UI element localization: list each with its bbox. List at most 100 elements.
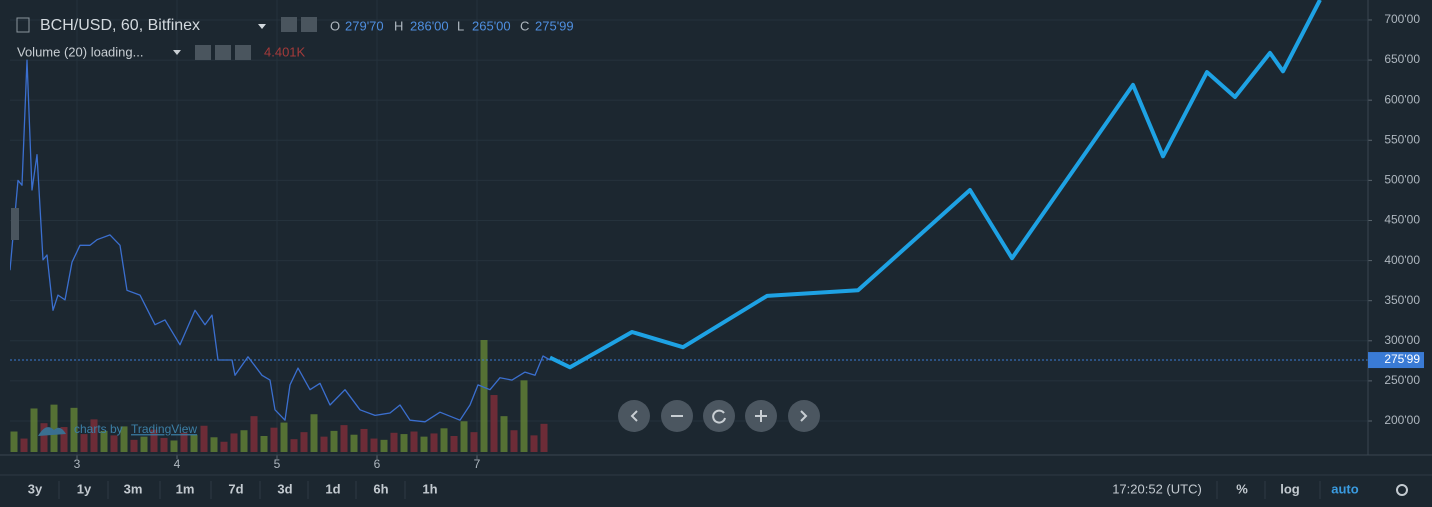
volume-bar xyxy=(220,441,228,452)
volume-label[interactable]: Volume (20) loading... xyxy=(17,44,143,59)
clock: 17:20:52 (UTC) xyxy=(1112,481,1202,496)
volume-bar xyxy=(540,423,548,452)
volume-bar xyxy=(40,423,48,452)
volume-bar xyxy=(490,395,498,452)
current-price-box xyxy=(1368,352,1424,369)
x-tick-label: 5 xyxy=(274,457,281,471)
y-tick-label: 600'00 xyxy=(1384,92,1420,106)
volume-bar xyxy=(390,432,398,452)
volume-bar xyxy=(340,425,348,452)
y-tick-label: 450'00 xyxy=(1384,213,1420,227)
symbol[interactable]: BCH/USD, 60, Bitfinex xyxy=(40,17,200,34)
volume-bar xyxy=(210,437,218,452)
volume-bar xyxy=(30,408,38,452)
range-button[interactable]: 1h xyxy=(422,481,437,496)
volume-bar xyxy=(260,436,268,452)
volume-bar xyxy=(20,438,28,452)
volume-bar xyxy=(230,433,238,452)
volume-bar xyxy=(360,428,368,452)
reset-glyph xyxy=(712,409,726,424)
volume-bar xyxy=(170,440,178,452)
eye-button[interactable] xyxy=(281,17,297,32)
x-tick-label: 3 xyxy=(74,457,81,471)
ohlc-key: L xyxy=(457,18,464,33)
y-tick-label: 500'00 xyxy=(1384,173,1420,187)
range-button[interactable]: 1y xyxy=(77,481,92,496)
volume-bar xyxy=(460,421,468,452)
range-button[interactable]: 3y xyxy=(28,481,43,496)
volume-bar xyxy=(130,439,138,452)
side-handle[interactable] xyxy=(11,208,19,240)
volume-bar xyxy=(70,407,78,452)
eye-button[interactable] xyxy=(195,45,211,60)
ohlc-value: 286'00 xyxy=(410,18,449,33)
volume-bar xyxy=(240,430,248,452)
y-tick-label: 650'00 xyxy=(1384,52,1420,66)
volume-bar xyxy=(10,431,18,452)
dropdown-arrow[interactable] xyxy=(173,50,181,55)
ohlc-value: 279'70 xyxy=(345,18,384,33)
scale-option[interactable]: auto xyxy=(1331,481,1359,496)
volume-bar xyxy=(520,380,528,452)
range-button[interactable]: 3d xyxy=(277,481,292,496)
ohlc-key: O xyxy=(330,18,340,33)
volume-bar xyxy=(320,436,328,452)
volume-bar xyxy=(50,404,58,452)
volume-bar xyxy=(180,432,188,452)
volume-bar xyxy=(410,431,418,452)
volume-bar xyxy=(480,340,488,452)
volume-bar xyxy=(100,430,108,452)
volume-bar xyxy=(60,427,68,452)
price-line xyxy=(10,59,551,423)
ohlc-value: 275'99 xyxy=(535,18,574,33)
y-tick-label: 250'00 xyxy=(1384,373,1420,387)
tv-logo xyxy=(38,427,66,436)
volume-bar xyxy=(500,416,508,452)
zoom-controls xyxy=(618,400,820,432)
current-price-label: 275'99 xyxy=(1384,352,1420,366)
dropdown-arrow[interactable] xyxy=(258,24,266,29)
volume-bar xyxy=(370,438,378,452)
volume-bar xyxy=(310,414,318,452)
volume-bar xyxy=(90,419,98,452)
settings-button[interactable] xyxy=(215,45,231,60)
volume-bar xyxy=(420,436,428,452)
volume-bar xyxy=(400,434,408,452)
ohlc-key: C xyxy=(520,18,529,33)
trend-drawing xyxy=(549,0,1322,370)
scale-option[interactable]: log xyxy=(1280,481,1300,496)
range-button[interactable]: 1d xyxy=(325,481,340,496)
watermark-brand[interactable]: TradingView xyxy=(131,422,197,436)
settings-gear[interactable] xyxy=(1396,484,1408,496)
volume-bar xyxy=(120,426,128,452)
range-button[interactable]: 6h xyxy=(373,481,388,496)
chart-icon xyxy=(16,17,30,33)
ohlc-value: 265'00 xyxy=(472,18,511,33)
volume-bar xyxy=(350,434,358,452)
volume-bar xyxy=(280,422,288,452)
x-tick-label: 7 xyxy=(474,457,481,471)
y-tick-label: 200'00 xyxy=(1384,413,1420,427)
volume-bar xyxy=(470,432,478,452)
volume-bar xyxy=(110,435,118,452)
range-button[interactable]: 7d xyxy=(228,481,243,496)
settings-button[interactable] xyxy=(301,17,317,32)
scroll-left[interactable] xyxy=(618,400,650,432)
range-button[interactable]: 3m xyxy=(124,481,143,496)
volume-bar xyxy=(530,435,538,452)
scroll-right[interactable] xyxy=(788,400,820,432)
y-tick-label: 400'00 xyxy=(1384,253,1420,267)
volume-bar xyxy=(190,434,198,452)
y-tick-label: 700'00 xyxy=(1384,12,1420,26)
volume-bar xyxy=(450,436,458,452)
scale-option[interactable]: % xyxy=(1236,481,1248,496)
reset[interactable] xyxy=(703,400,735,432)
close-button[interactable] xyxy=(235,45,251,60)
volume-bar xyxy=(330,430,338,452)
range-button[interactable]: 1m xyxy=(176,481,195,496)
volume-bar xyxy=(300,432,308,452)
volume-value: 4.401K xyxy=(264,44,306,59)
x-tick-label: 4 xyxy=(174,457,181,471)
volume-bar xyxy=(290,439,298,452)
